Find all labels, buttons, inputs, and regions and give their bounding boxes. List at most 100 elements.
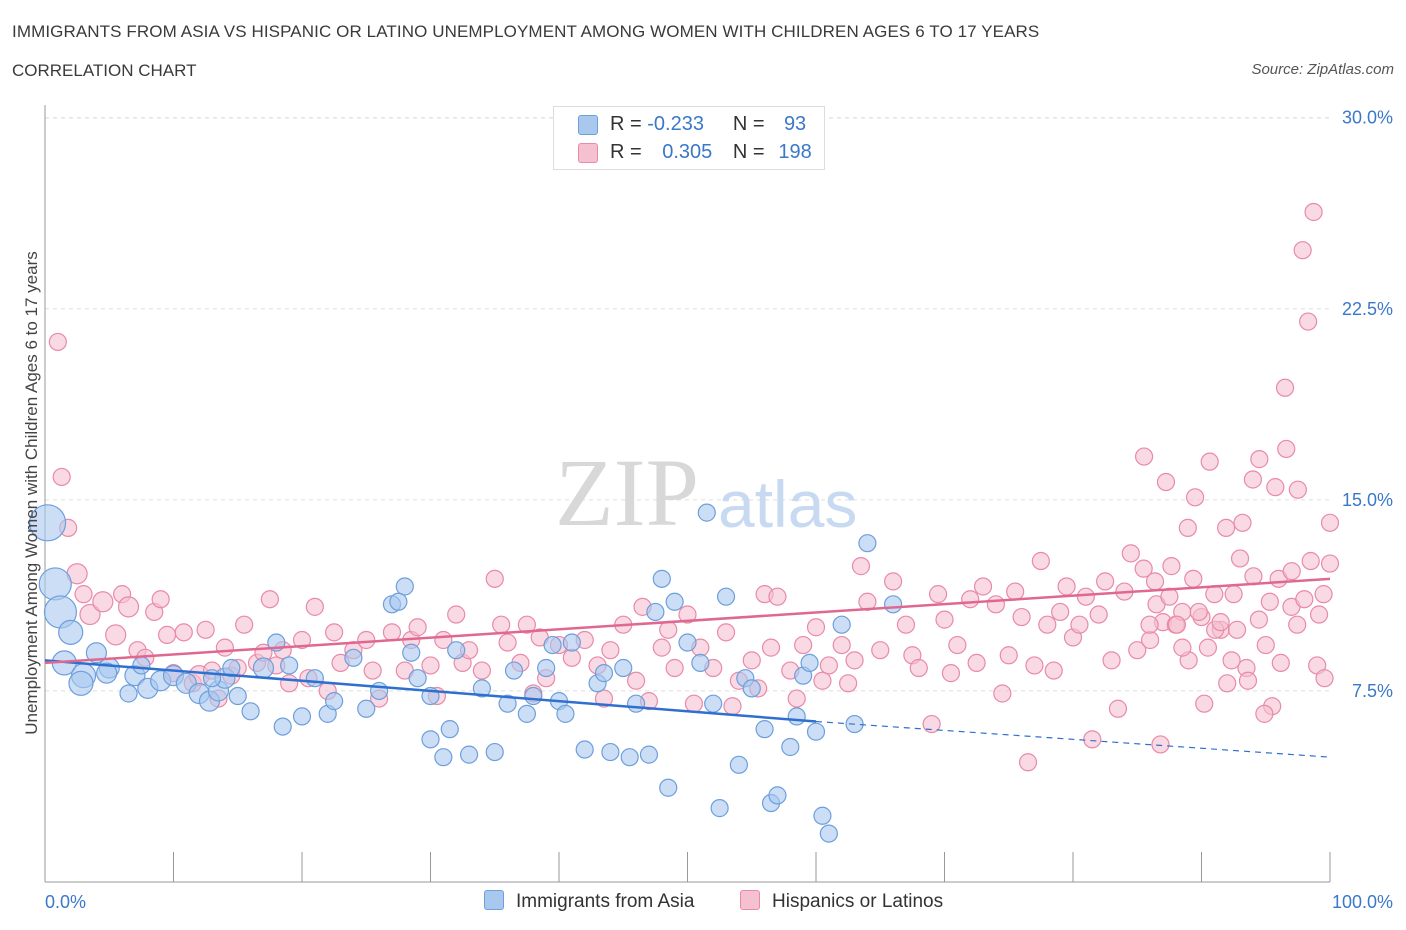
legend-r-asia: -0.233 [647,113,704,135]
hispanic-point [1304,202,1323,222]
hispanic-point [1178,518,1197,537]
hispanic-point [1128,641,1147,660]
y-tick-label: 15.0% [1342,490,1393,510]
legend-n-label: N = [732,141,765,163]
asia-point [678,633,697,652]
hispanic-point [421,656,440,675]
hispanic-point [1288,480,1307,499]
hispanic-point [1222,651,1241,670]
hispanic-point [922,714,941,734]
hispanic-point [973,577,993,596]
hispanic-point [1121,544,1140,563]
trend-lines [44,577,1331,758]
hispanic-point [1140,630,1160,650]
hispanic-point [1162,557,1181,576]
hispanic-point [684,694,704,713]
hispanic-point [716,623,736,642]
asia-point [659,778,678,797]
hispanic-point [1200,452,1219,471]
hispanic-point [1260,592,1279,611]
bottom-legend-label-asia: Immigrants from Asia [516,891,695,912]
asia-point [755,720,774,739]
asia-point [119,684,138,703]
hispanic-point [1314,585,1333,604]
hispanic-point [839,674,858,693]
hispanic-point [1255,704,1274,723]
asia-point [252,657,275,679]
hispanic-point [659,620,678,639]
hispanic-point [761,638,781,657]
hispanic-point [1320,554,1340,573]
asia-point [280,656,299,675]
asia-point [395,577,414,596]
asia-point [665,592,684,611]
hispanic-point [652,638,671,657]
hispanic-point [993,684,1012,703]
asia-point [626,694,646,713]
hispanic-point [1051,602,1070,622]
asia-point [459,745,479,764]
hispanic-point [1012,607,1031,627]
hispanic-point [961,590,980,609]
hispanic-point [1173,638,1192,657]
y-axis-label: Unemployment Among Women with Children A… [22,251,41,735]
asia-point [614,658,633,678]
asia-point [305,669,324,688]
hispanic-point [787,689,806,708]
bottom-legend-swatch-hispanic [740,890,760,910]
hispanic-point [986,595,1006,614]
hispanic-point [1025,656,1044,675]
asia-point [691,653,710,673]
hispanic-point [1277,439,1296,459]
asia-point [517,704,536,723]
hispanic-point [1140,615,1159,634]
asia-point [273,717,292,736]
hispanic-point [1076,587,1095,606]
x-tick-label-max: 100.0% [1332,892,1393,912]
hispanic-point [498,633,517,652]
asia-point [222,658,241,678]
asia-trend-line [44,659,817,723]
asia-point [389,592,408,611]
hispanic-point [1038,615,1057,634]
asia-point [858,534,877,553]
hispanic-point [1224,585,1243,604]
asia-point [594,664,614,683]
hispanic-point [1044,661,1063,680]
asia-point [440,720,459,739]
hispanic-point [1151,735,1170,754]
hispanic-point [1256,635,1275,655]
hispanic-point [896,615,916,634]
legend-r-label: R = [610,113,642,135]
hispanic-point [999,646,1018,665]
asia-point [132,656,151,675]
hispanic-point [1275,378,1295,397]
asia-point [241,702,260,721]
hispanic-point [1189,602,1208,622]
x-tick-label-min: 0.0% [45,892,86,912]
hispanic-point [1271,653,1290,673]
hispanic-point [1089,605,1108,624]
asia-point [485,742,504,762]
hispanic-point [325,623,344,642]
hispanic-point [1184,569,1203,588]
hispanic-point [845,651,864,670]
hispanic-point [1145,572,1165,591]
hispanic-point [1083,730,1102,749]
hispanic-point [883,572,903,591]
hispanic-point [794,635,813,655]
y-tick-label: 30.0% [1342,108,1393,128]
hispanic-point [851,557,871,576]
hispanic-point [1295,590,1314,609]
legend-n-asia: 93 [783,113,807,135]
hispanic-point [1299,312,1318,331]
asia-point [556,704,575,723]
hispanic-point [813,671,832,690]
hispanic-point [517,615,536,634]
hispanic-point [1315,669,1334,688]
asia-points [28,503,903,843]
asia-point [800,653,819,673]
hispanic-point [928,585,948,604]
bottom-legend-hispanic: Hispanics or Latinos [740,890,943,913]
